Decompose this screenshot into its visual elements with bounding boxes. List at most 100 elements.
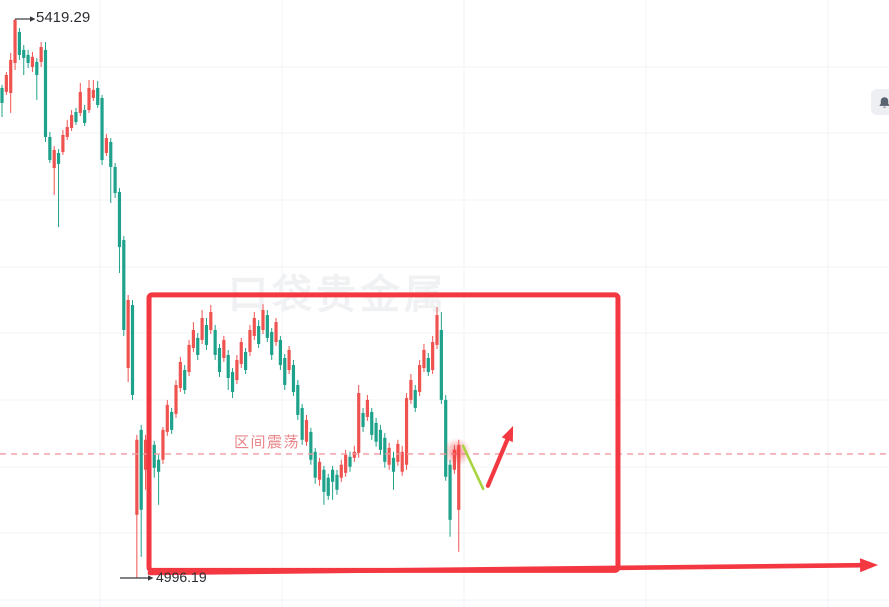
candle-body [109,141,113,167]
candle-body [165,404,169,432]
candle-body [413,389,417,408]
candle-body [378,429,383,450]
notification-bell-button[interactable] [871,89,889,115]
candle-body [383,437,387,462]
high-price-callout [15,16,36,22]
candle-body [191,329,195,348]
candle-body [326,477,330,496]
price-high-label: 5419.29 [36,9,91,26]
candle-body [283,358,287,385]
candle-body [404,398,409,465]
candle-body [91,89,95,98]
candle-body [200,317,204,340]
candle-body [457,444,461,510]
candle-body [152,444,156,468]
candle-body [396,443,400,462]
candle-body [296,384,300,415]
candle-body [222,339,226,359]
range-oscillation-annotation-text: 区间震荡 [234,434,301,451]
candle-body [17,31,21,55]
candle-body [113,166,117,193]
candle-body [87,87,91,111]
candle-body [287,349,291,371]
candle-body [431,342,435,371]
candle-body [174,384,178,414]
candle-body [300,407,304,440]
candle-body [130,305,135,396]
candle-body [178,361,182,388]
candle-body [78,91,82,113]
candle-body [409,380,413,400]
candle-body [117,191,122,248]
candle-body [48,136,52,160]
candle-body [248,329,252,352]
candle-body [374,422,378,442]
candle-body [61,134,65,153]
candle-body [65,127,69,137]
candle-body [4,75,8,92]
candle-body [43,49,48,137]
candle-body [13,19,17,63]
candle-body [52,149,56,169]
candle-body [126,300,130,369]
candle-body [257,326,261,345]
candle-body [244,351,248,371]
candle-body [418,365,422,392]
bell-icon [879,96,889,108]
candle-body [96,87,100,105]
candle-body [0,87,4,104]
candle-body [139,429,143,510]
candle-body [135,439,139,515]
candle-body [83,110,87,123]
candle-body [100,97,104,160]
candle-body [196,337,200,355]
candles [0,19,461,578]
candle-body [213,329,217,355]
candle-body [370,411,374,435]
candle-body [170,411,174,430]
candle-body [74,111,78,123]
candle-body [252,317,256,336]
candle-body [322,469,326,492]
candle-body [291,365,296,392]
candle-body [217,347,222,373]
candle-body [143,439,148,470]
candle-body [278,339,282,366]
candle-body [348,456,352,467]
candle-body [209,312,213,330]
price-low-label: 4996.19 [156,569,207,585]
candle-body [9,59,13,93]
candle-body [426,358,430,373]
candle-body [35,61,39,76]
candle-body [30,56,35,67]
candle-body [56,152,61,164]
candle-body [422,349,426,369]
candle-body [339,464,343,478]
candle-body [270,331,274,355]
candle-body [313,451,317,478]
candle-body [317,461,322,480]
candle-body [265,315,269,338]
candle-body [204,324,209,345]
candle-body [344,454,348,473]
candle-body [230,372,235,392]
range-box-annotation [146,292,621,573]
candle-body [104,138,108,153]
candle-body [26,54,30,63]
candle-body [352,451,356,458]
candle-body [435,315,439,345]
low-price-callout [120,575,154,581]
candle-body [161,429,165,460]
candle-body [357,393,361,453]
candle-body [439,329,443,400]
candle-body [448,464,452,520]
candle-body [361,412,365,427]
candle-body [235,359,239,381]
candle-body [387,447,391,465]
candle-body [22,49,26,58]
candle-body [261,310,265,330]
candle-body [187,344,191,373]
candle-body [309,431,313,460]
